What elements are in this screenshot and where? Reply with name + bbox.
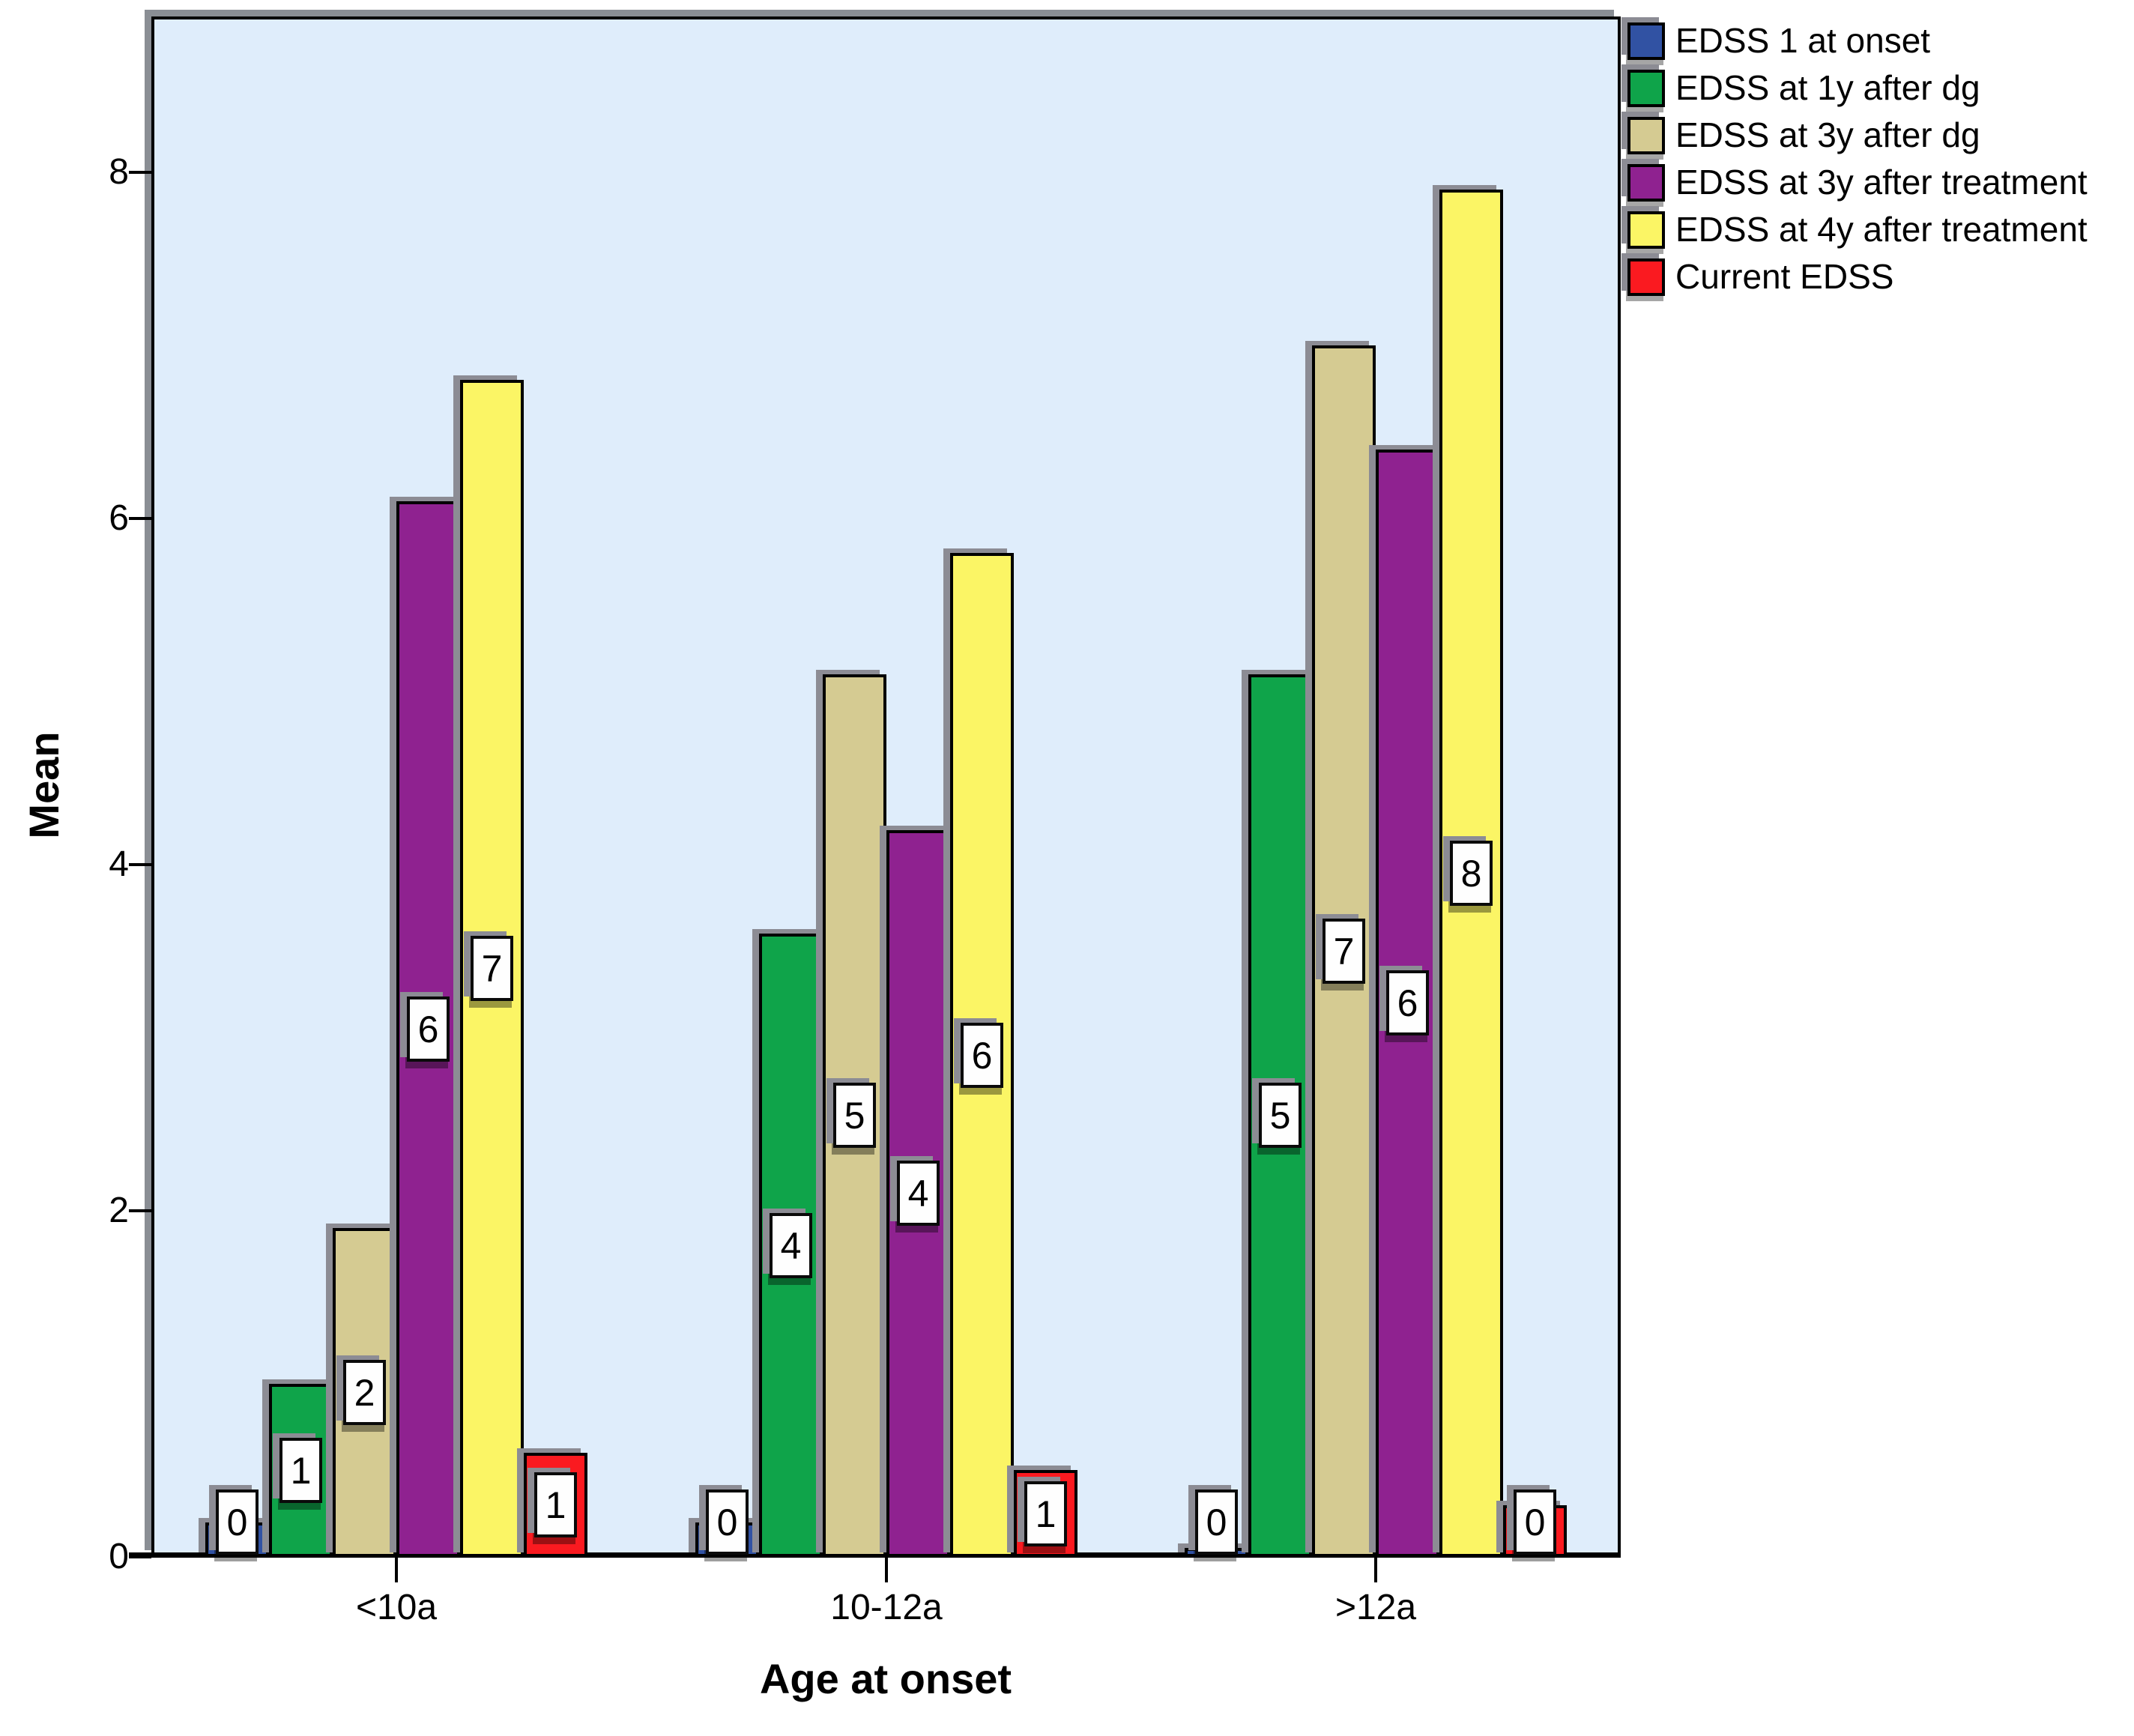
legend-label-6: Current EDSS [1675, 257, 1894, 296]
y-tick-mark [129, 171, 151, 174]
y-tick-mark [129, 1209, 151, 1212]
bar-value-label: 1 [1024, 1481, 1067, 1546]
bar-value-label: 0 [706, 1489, 749, 1555]
legend-swatch-1 [1627, 22, 1665, 60]
legend-label-5: EDSS at 4y after treatment [1675, 210, 2088, 249]
x-tick-label: <10a [355, 1588, 438, 1627]
bar-value-label: 7 [1323, 919, 1365, 984]
legend-swatch-5 [1627, 211, 1665, 249]
bar-value-label: 1 [534, 1472, 577, 1537]
bar-value-label: 6 [407, 996, 450, 1062]
y-tick-mark [129, 517, 151, 520]
bar-value-label: 7 [471, 936, 513, 1001]
x-tick-label: 10-12a [830, 1588, 943, 1627]
bar-value-label: 0 [1514, 1489, 1556, 1555]
bar-value-label: 4 [897, 1161, 940, 1226]
bar-value-label: 6 [961, 1023, 1003, 1088]
bar-value-label: 5 [1259, 1083, 1302, 1148]
legend-swatch-4 [1627, 164, 1665, 202]
legend-label-2: EDSS at 1y after dg [1675, 68, 1980, 107]
legend-swatch-2 [1627, 70, 1665, 107]
x-axis-title: Age at onset [759, 1655, 1012, 1702]
legend-swatch-6 [1627, 258, 1665, 296]
y-tick-label: 0 [109, 1537, 129, 1576]
y-tick-label: 8 [109, 152, 129, 192]
x-tick-label: >12a [1334, 1588, 1417, 1627]
bar-value-label: 0 [216, 1489, 259, 1555]
bar-value-label: 5 [833, 1083, 876, 1148]
y-tick-mark [129, 1555, 151, 1558]
x-tick-mark [885, 1557, 888, 1582]
y-tick-mark [129, 863, 151, 866]
x-tick-mark [1374, 1557, 1377, 1582]
bar-value-label: 8 [1450, 841, 1493, 906]
y-tick-label: 2 [109, 1191, 129, 1230]
legend-label-4: EDSS at 3y after treatment [1675, 163, 2088, 202]
bar-value-label: 2 [343, 1360, 386, 1425]
bar-value-label: 4 [770, 1213, 812, 1278]
y-tick-label: 4 [109, 844, 129, 884]
bar-value-label: 6 [1386, 970, 1429, 1035]
bar-value-label: 0 [1195, 1489, 1238, 1555]
bar-value-label: 1 [279, 1438, 322, 1503]
legend-label-1: EDSS 1 at onset [1675, 21, 1931, 60]
legend-swatch-3 [1627, 117, 1665, 154]
legend-label-3: EDSS at 3y after dg [1675, 115, 1980, 154]
y-tick-label: 6 [109, 498, 129, 538]
x-tick-mark [395, 1557, 398, 1582]
